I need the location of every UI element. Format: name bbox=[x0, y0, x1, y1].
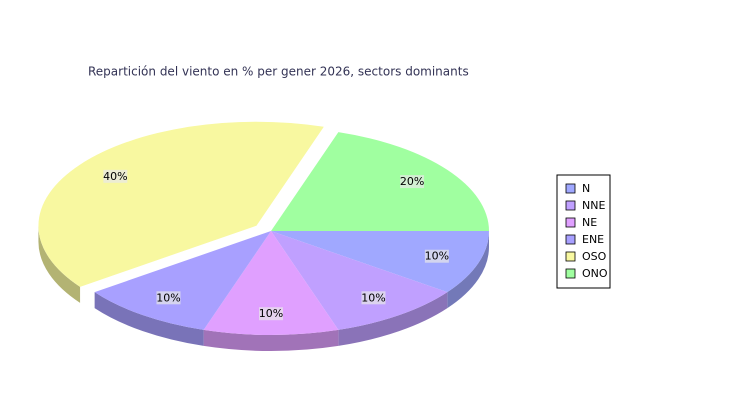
legend-label: ENE bbox=[582, 233, 604, 246]
slice-side bbox=[38, 225, 81, 303]
slice bbox=[203, 231, 339, 335]
value-labels: 10% 10% 10% 10% 40% 20% bbox=[103, 169, 449, 321]
value-label: 10% bbox=[361, 291, 385, 304]
legend-swatch bbox=[565, 217, 576, 228]
value-label: 10% bbox=[425, 250, 449, 263]
legend-swatch bbox=[565, 234, 576, 245]
legend-swatch bbox=[565, 183, 576, 194]
chart-title: Repartición del viento en % per gener 20… bbox=[88, 65, 469, 79]
label-bg bbox=[424, 249, 449, 263]
slice-side bbox=[203, 329, 339, 352]
slice-side bbox=[338, 292, 448, 346]
legend-label: NNE bbox=[582, 199, 605, 212]
label-bg bbox=[156, 291, 181, 305]
legend-swatch bbox=[565, 200, 576, 211]
pie-sides bbox=[38, 225, 489, 352]
slice bbox=[271, 231, 489, 293]
value-label: 40% bbox=[103, 170, 127, 183]
value-label: 10% bbox=[156, 291, 180, 304]
label-bg bbox=[259, 307, 283, 321]
legend-label: N bbox=[582, 182, 590, 195]
legend-swatch bbox=[565, 268, 576, 279]
slice bbox=[94, 231, 271, 330]
legend: N NNE NE ENE OSO ONO bbox=[556, 174, 611, 289]
legend-label: OSO bbox=[582, 250, 607, 263]
slice bbox=[271, 231, 448, 330]
pie-tops bbox=[38, 121, 489, 335]
legend-label: NE bbox=[582, 216, 597, 229]
slice bbox=[271, 132, 489, 231]
value-label: 10% bbox=[259, 307, 283, 320]
label-bg bbox=[400, 175, 425, 189]
slice bbox=[38, 121, 324, 287]
value-label: 20% bbox=[400, 175, 424, 188]
legend-label: ONO bbox=[582, 267, 608, 280]
legend-swatch bbox=[565, 251, 576, 262]
slice-side bbox=[94, 292, 204, 346]
slice-side bbox=[447, 231, 489, 309]
label-bg bbox=[361, 291, 386, 305]
label-bg bbox=[103, 169, 128, 183]
